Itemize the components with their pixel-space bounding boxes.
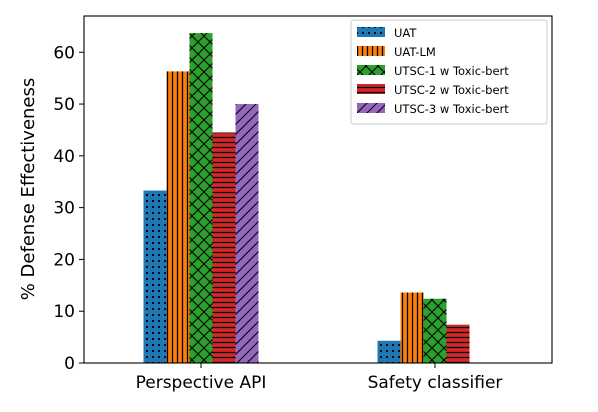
legend-label: UAT-LM	[394, 45, 436, 59]
legend-swatch-hatch	[357, 84, 385, 94]
y-tick-label: 50	[53, 95, 75, 115]
y-axis: 0 10 20 30 40 50 60	[53, 43, 84, 374]
legend-swatch-hatch	[357, 103, 385, 113]
y-tick-label: 10	[53, 302, 75, 322]
legend-swatch-hatch	[357, 27, 385, 37]
legend-box	[350, 19, 548, 125]
bar-hatch	[400, 292, 424, 363]
bar-hatch	[212, 132, 236, 363]
plot-frame	[83, 15, 553, 364]
legend-label: UTSC-2 w Toxic-bert	[394, 83, 509, 97]
y-tick-label: 0	[64, 354, 75, 374]
y-tick-label: 30	[53, 199, 75, 219]
bar-hatch	[423, 298, 447, 363]
y-tick-label: 20	[53, 250, 75, 270]
bar-hatch	[166, 71, 190, 364]
bar-hatch	[189, 33, 213, 364]
legend-swatch-hatch	[357, 46, 385, 56]
legend-label: UAT	[394, 26, 417, 40]
bar-hatch	[235, 104, 259, 364]
legend: UAT UAT-LM UTSC-1 w Toxic-bert UTSC-2 w Tox…	[350, 19, 548, 125]
legend-label: UTSC-1 w Toxic-bert	[394, 64, 509, 78]
x-axis: Perspective API Safety classifier	[136, 363, 503, 393]
legend-swatch-hatch	[357, 65, 385, 75]
y-tick-label: 40	[53, 147, 75, 167]
bars	[143, 33, 470, 364]
bar-hatch	[143, 190, 167, 363]
x-tick-label: Perspective API	[136, 373, 267, 393]
x-tick-label: Safety classifier	[368, 373, 503, 393]
y-tick-label: 60	[53, 43, 75, 63]
bar-hatch	[446, 324, 470, 363]
bar-hatch	[377, 340, 401, 363]
y-axis-label: % Defense Effectiveness	[18, 78, 39, 301]
legend-label: UTSC-3 w Toxic-bert	[394, 102, 509, 116]
